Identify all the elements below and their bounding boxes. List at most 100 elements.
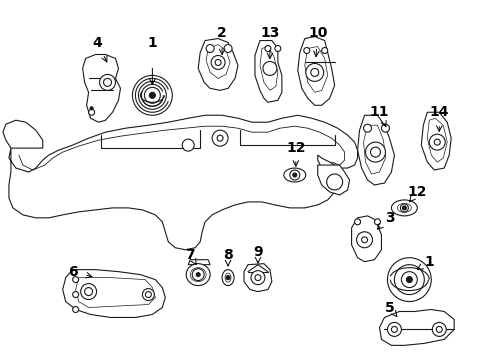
Circle shape <box>254 275 261 280</box>
Polygon shape <box>281 182 307 186</box>
Circle shape <box>196 273 200 276</box>
Text: 8: 8 <box>223 248 232 262</box>
Ellipse shape <box>186 264 210 285</box>
Polygon shape <box>351 216 381 262</box>
Polygon shape <box>317 165 349 195</box>
Circle shape <box>264 45 270 51</box>
Circle shape <box>356 232 372 248</box>
Polygon shape <box>244 264 271 292</box>
Circle shape <box>401 272 416 288</box>
Ellipse shape <box>397 203 410 212</box>
Circle shape <box>100 75 115 90</box>
Polygon shape <box>3 120 42 148</box>
Circle shape <box>215 59 221 66</box>
Polygon shape <box>421 112 450 170</box>
Circle shape <box>206 45 214 53</box>
Circle shape <box>400 204 407 212</box>
Circle shape <box>81 284 96 300</box>
Text: 11: 11 <box>369 105 388 119</box>
Circle shape <box>88 109 94 115</box>
Text: 1: 1 <box>147 36 157 50</box>
Polygon shape <box>260 46 277 90</box>
Circle shape <box>370 147 380 157</box>
Circle shape <box>365 142 385 162</box>
Circle shape <box>217 135 223 141</box>
Polygon shape <box>297 37 334 105</box>
Text: 5: 5 <box>384 301 393 315</box>
Polygon shape <box>188 260 210 265</box>
Text: 13: 13 <box>260 26 279 40</box>
Circle shape <box>145 292 151 298</box>
Text: 2: 2 <box>217 26 226 40</box>
Circle shape <box>390 327 397 332</box>
Circle shape <box>144 87 160 103</box>
Circle shape <box>326 174 342 190</box>
Circle shape <box>211 55 224 69</box>
Circle shape <box>381 124 388 132</box>
Circle shape <box>225 276 229 280</box>
Circle shape <box>310 68 318 76</box>
Circle shape <box>289 170 299 180</box>
Polygon shape <box>82 54 120 122</box>
Circle shape <box>142 289 154 301</box>
Circle shape <box>433 139 439 145</box>
Text: 9: 9 <box>253 245 262 259</box>
Circle shape <box>263 62 276 75</box>
Circle shape <box>363 124 371 132</box>
Circle shape <box>73 306 79 312</box>
Polygon shape <box>198 39 238 90</box>
Circle shape <box>90 107 93 110</box>
Circle shape <box>354 219 360 225</box>
Circle shape <box>182 139 194 151</box>
Circle shape <box>149 92 155 98</box>
Polygon shape <box>304 46 327 92</box>
Polygon shape <box>379 310 453 345</box>
Polygon shape <box>363 125 385 174</box>
Text: 10: 10 <box>307 26 327 40</box>
Circle shape <box>321 48 327 54</box>
Ellipse shape <box>190 268 206 282</box>
Text: 3: 3 <box>384 211 393 225</box>
Circle shape <box>386 258 430 302</box>
Polygon shape <box>254 41 281 102</box>
Circle shape <box>394 265 424 294</box>
Circle shape <box>132 75 172 115</box>
Text: 1: 1 <box>424 255 433 269</box>
Polygon shape <box>76 278 155 307</box>
Circle shape <box>402 206 406 210</box>
Text: 7: 7 <box>185 248 195 262</box>
Circle shape <box>292 173 296 177</box>
Circle shape <box>374 219 380 225</box>
Circle shape <box>361 237 367 243</box>
Circle shape <box>212 130 227 146</box>
Polygon shape <box>62 270 165 318</box>
Circle shape <box>274 45 280 51</box>
Polygon shape <box>9 115 357 250</box>
Circle shape <box>84 288 92 296</box>
Circle shape <box>224 45 232 53</box>
Circle shape <box>73 292 79 298</box>
Ellipse shape <box>283 168 305 182</box>
Text: 14: 14 <box>428 105 448 119</box>
Ellipse shape <box>390 200 416 216</box>
Circle shape <box>386 323 401 336</box>
Circle shape <box>103 78 111 86</box>
Text: 12: 12 <box>407 185 426 199</box>
Text: 6: 6 <box>68 265 77 279</box>
Polygon shape <box>427 118 447 162</box>
Text: 12: 12 <box>285 141 305 155</box>
Text: 4: 4 <box>93 36 102 50</box>
Polygon shape <box>206 45 229 78</box>
Circle shape <box>431 323 446 336</box>
Circle shape <box>73 276 79 283</box>
Circle shape <box>305 63 323 81</box>
Circle shape <box>428 134 444 150</box>
Circle shape <box>435 327 441 332</box>
Ellipse shape <box>222 270 234 285</box>
Circle shape <box>250 271 264 285</box>
Circle shape <box>303 48 309 54</box>
Ellipse shape <box>224 273 230 282</box>
Circle shape <box>192 269 203 280</box>
Circle shape <box>406 276 411 283</box>
Polygon shape <box>357 115 394 185</box>
